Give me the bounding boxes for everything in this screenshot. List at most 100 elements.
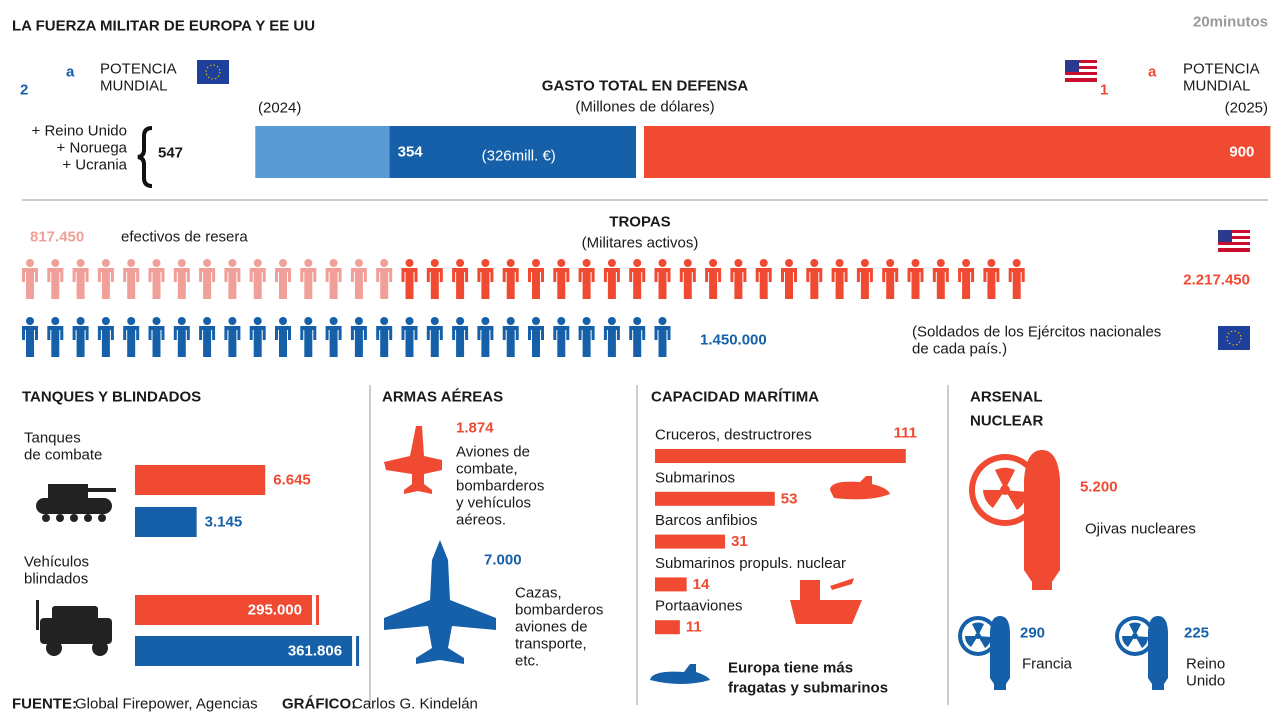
- soldier-head: [405, 259, 414, 267]
- bar-value: 3.145: [205, 514, 243, 531]
- description: y vehículos: [456, 495, 531, 512]
- radiation-icon: [969, 454, 1041, 526]
- bar-note: (326mill. €): [482, 148, 556, 165]
- bar-value: 354: [398, 144, 424, 161]
- soldier-body: [856, 268, 873, 299]
- rank-sup: a: [1148, 64, 1157, 81]
- soldier-head: [354, 317, 363, 325]
- title: LA FUERZA MILITAR DE EUROPA Y EE UU: [12, 18, 315, 35]
- bomb-icon: [1024, 450, 1060, 590]
- soldier-body: [123, 326, 140, 357]
- radiation-icon: [1115, 616, 1155, 656]
- soldier-body: [806, 268, 823, 299]
- soldier-body: [629, 268, 646, 299]
- footer: FUENTE:: [12, 696, 77, 713]
- value: 5.200: [1080, 479, 1118, 496]
- soldier-body: [376, 268, 393, 299]
- soldier-body: [502, 268, 519, 299]
- soldier-body: [983, 268, 1000, 299]
- section-title: NUCLEAR: [970, 413, 1043, 430]
- soldier-body: [401, 268, 418, 299]
- soldier-head: [456, 317, 465, 325]
- us-flag: [1218, 230, 1250, 252]
- soldier-body: [275, 326, 291, 357]
- soldier-body: [553, 268, 570, 299]
- soldier-body: [148, 268, 165, 299]
- soldier-head: [456, 259, 465, 267]
- tank-icon: [36, 484, 116, 522]
- soldier-body: [578, 326, 595, 357]
- brand: 20minutos: [1193, 14, 1268, 31]
- country: Reino: [1186, 656, 1225, 673]
- soldier-head: [532, 317, 540, 325]
- description: Cazas,: [515, 585, 562, 602]
- soldier-head: [506, 259, 515, 267]
- soldier-body: [730, 268, 747, 299]
- soldier-body: [781, 268, 797, 299]
- bomb-icon: [990, 616, 1010, 690]
- footer: Carlos G. Kindelán: [352, 696, 478, 713]
- soldier-body: [224, 326, 241, 357]
- soldier-body: [97, 326, 114, 357]
- soldier-body: [629, 326, 646, 357]
- ship-icon: [790, 578, 862, 624]
- soldier-body: [477, 268, 494, 299]
- bar-value: 11: [686, 619, 702, 636]
- bar-value: 53: [781, 490, 798, 507]
- soldier-head: [304, 317, 313, 325]
- soldier-body: [300, 326, 317, 357]
- soldier-head: [253, 259, 262, 267]
- category: blindados: [24, 571, 88, 588]
- soldier-head: [734, 259, 743, 267]
- rank-sup: a: [66, 64, 75, 81]
- armored-vehicle-icon: [36, 600, 112, 656]
- bar: [655, 620, 680, 635]
- soldier-head: [279, 317, 287, 325]
- soldier-body: [958, 268, 975, 299]
- soldier-head: [380, 259, 389, 267]
- soldier-head: [633, 317, 642, 325]
- soldier-body: [173, 326, 190, 357]
- rank: 2: [20, 82, 28, 99]
- soldier-head: [633, 259, 642, 267]
- soldier-body: [148, 326, 165, 357]
- bar: [135, 465, 266, 495]
- soldier-head: [607, 317, 616, 325]
- soldier-head: [101, 317, 110, 325]
- soldier-body: [300, 268, 317, 299]
- soldier-head: [152, 259, 161, 267]
- us-flag: [1065, 60, 1097, 82]
- soldier-head: [51, 259, 60, 267]
- bar: [655, 577, 687, 592]
- description: combate,: [456, 461, 518, 478]
- soldier-body: [528, 326, 544, 357]
- soldier-body: [603, 326, 620, 357]
- soldier-body: [907, 268, 924, 299]
- bar: [135, 507, 197, 537]
- soldier-body: [249, 326, 266, 357]
- soldier-head: [127, 317, 136, 325]
- country: Unido: [1186, 673, 1225, 690]
- soldier-head: [228, 317, 237, 325]
- soldier-head: [76, 317, 85, 325]
- soldier-head: [405, 317, 414, 325]
- soldier-head: [582, 317, 591, 325]
- year: (2025): [1225, 100, 1268, 117]
- soldier-body: [350, 326, 367, 357]
- soldier-body: [199, 326, 216, 357]
- soldier-head: [658, 259, 667, 267]
- radiation-icon: [958, 616, 998, 656]
- soldier-body: [528, 268, 544, 299]
- rank-label: MUNDIAL: [100, 78, 168, 95]
- value: 225: [1184, 625, 1209, 642]
- category: Submarinos propuls. nuclear: [655, 555, 846, 572]
- bar-value: 295.000: [248, 602, 302, 619]
- rank-label: POTENCIA: [100, 61, 177, 78]
- soldier-head: [481, 317, 490, 325]
- bar: [655, 534, 726, 549]
- bar: [135, 636, 353, 666]
- soldier-body: [275, 268, 291, 299]
- bar: [644, 126, 1271, 178]
- soldier-head: [177, 317, 186, 325]
